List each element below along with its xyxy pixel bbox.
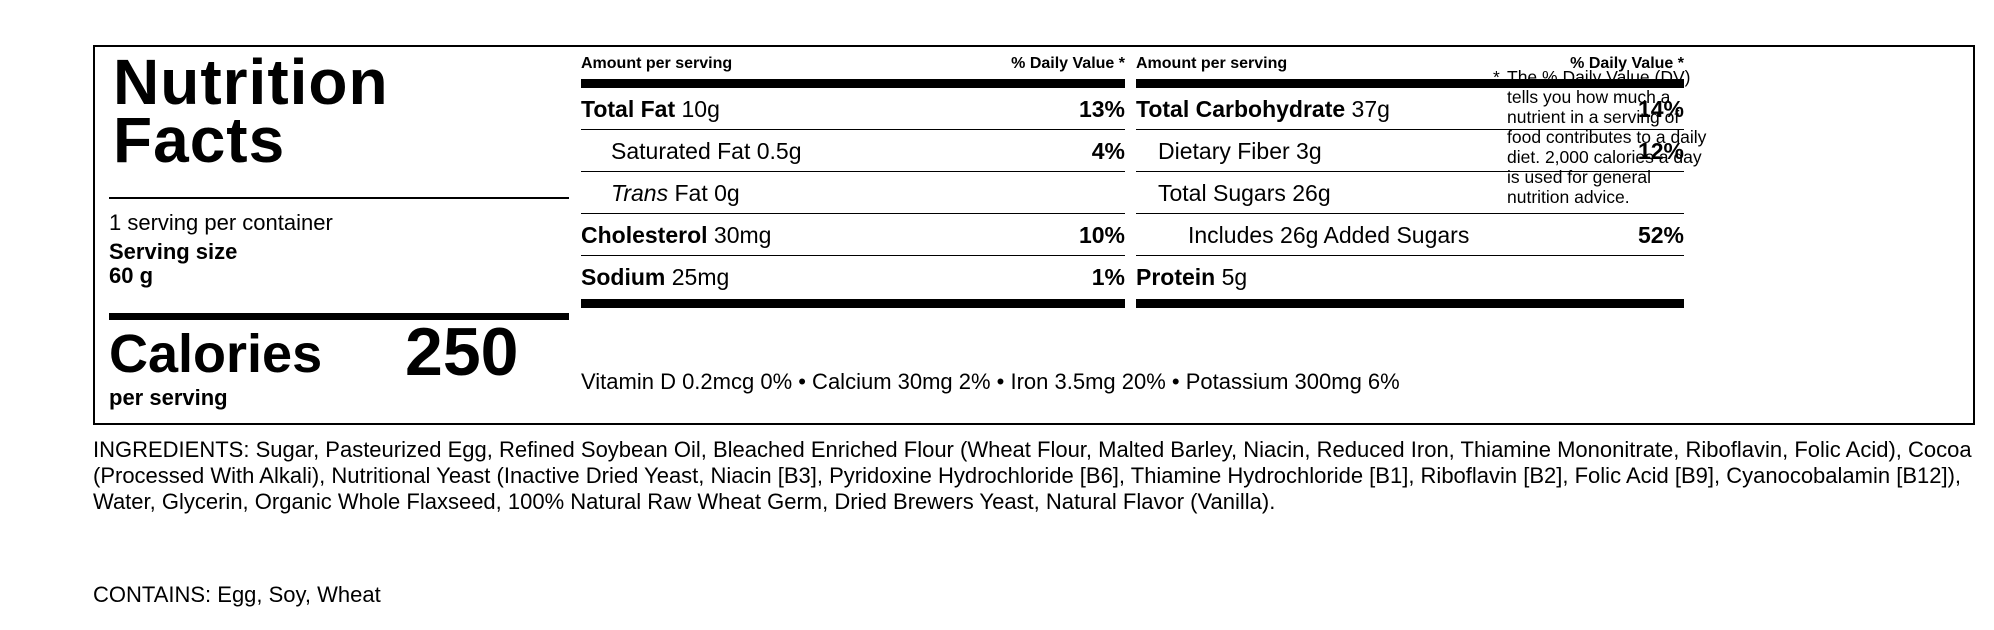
nutrient-row-total-carbohydrate: Total Carbohydrate 37g 14% (1136, 88, 1684, 130)
footnote-marker: * (1118, 55, 1125, 72)
nutrient-row-total-fat: Total Fat 10g 13% (581, 88, 1125, 130)
label-title: Nutrition Facts (113, 46, 389, 176)
calories-value: 250 (405, 314, 519, 390)
per-serving-label: per serving (109, 385, 228, 410)
divider (109, 197, 569, 199)
column-header: Amount per serving % Daily Value * (1136, 55, 1684, 77)
thick-divider (581, 299, 1125, 308)
nutrient-row-added-sugars: Includes 26g Added Sugars 52% (1136, 214, 1684, 256)
footnote-marker: * (1677, 55, 1684, 72)
thick-divider (1136, 79, 1684, 88)
daily-value-footnote: * The % Daily Value (DV) tells you how m… (1493, 67, 1707, 207)
footnote-text: The % Daily Value (DV) tells you how muc… (1507, 67, 1707, 207)
serving-size: Serving size 60 g (109, 240, 237, 288)
nutrient-row-protein: Protein 5g (1136, 264, 1248, 290)
serving-size-label: Serving size (109, 239, 238, 264)
thick-divider (1136, 299, 1684, 308)
thick-divider (109, 313, 569, 320)
allergen-statement: CONTAINS: Egg, Soy, Wheat (93, 582, 381, 607)
nutrient-row-saturated-fat: Saturated Fat 0.5g 4% (581, 130, 1125, 172)
title-line-1: Nutrition (113, 46, 389, 118)
nutrient-row-trans-fat: Trans Fat 0g (581, 172, 1125, 214)
ingredients-text: INGREDIENTS: Sugar, Pasteurized Egg, Ref… (93, 437, 1972, 514)
nutrient-row-sodium: Sodium 25mg 1% (581, 264, 1125, 290)
amount-per-serving-header: Amount per serving (581, 55, 733, 72)
amount-per-serving-header: Amount per serving (1136, 55, 1288, 72)
footnote-marker: * (1493, 67, 1500, 87)
thick-divider (581, 79, 1125, 88)
nutrition-facts-label: Nutrition Facts 1 serving per container … (93, 45, 1975, 425)
daily-value-header: % Daily Value * (1011, 55, 1125, 72)
nutrient-row-dietary-fiber: Dietary Fiber 3g 12% (1136, 130, 1684, 172)
servings-per-container: 1 serving per container (109, 210, 333, 235)
vitamins-minerals: Vitamin D 0.2mcg 0% • Calcium 30mg 2% • … (581, 369, 1400, 394)
serving-size-value: 60 g (109, 263, 154, 288)
nutrient-row-cholesterol: Cholesterol 30mg 10% (581, 214, 1125, 256)
column-header: Amount per serving % Daily Value * (581, 55, 1125, 77)
calories-label: Calories (109, 324, 323, 384)
title-line-2: Facts (113, 104, 286, 176)
daily-value-header: % Daily Value * (1570, 55, 1684, 72)
nutrient-row-total-sugars: Total Sugars 26g (1136, 172, 1684, 214)
